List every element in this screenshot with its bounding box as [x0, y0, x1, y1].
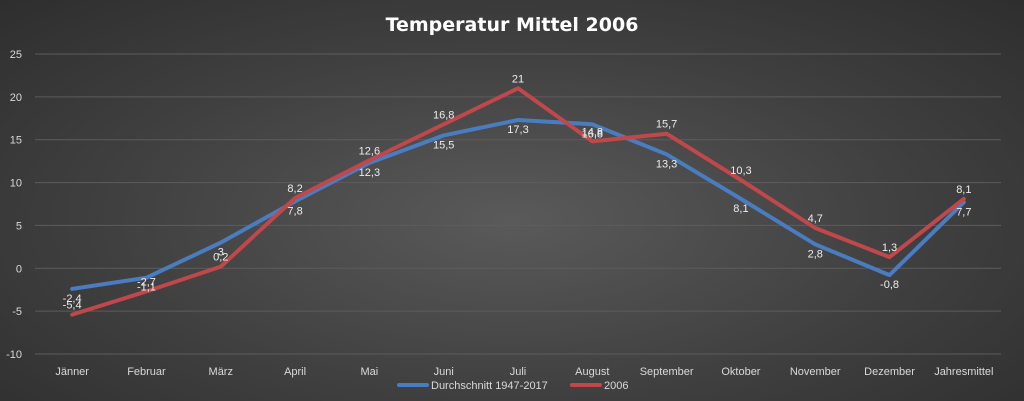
x-tick-label: November [790, 366, 841, 378]
data-label-2006: 12,6 [359, 145, 380, 157]
x-tick-label: Juni [434, 366, 454, 378]
data-label-2006: 15,7 [656, 119, 677, 131]
legend-label-durchschnitt[interactable]: Durchschnitt 1947-2017 [431, 380, 548, 392]
data-label-2006: 8,2 [287, 183, 302, 195]
data-label-durchschnitt: 7,8 [287, 205, 302, 217]
x-tick-label: Februar [127, 366, 166, 378]
gridlines [35, 53, 1001, 355]
x-tick-label: Dezember [864, 366, 915, 378]
y-tick-label: -10 [6, 349, 22, 361]
x-tick-label: Juli [510, 366, 527, 378]
y-tick-label: -5 [12, 306, 22, 318]
data-label-durchschnitt: -1,1 [137, 282, 156, 294]
data-label-2006: -5,4 [63, 300, 82, 312]
data-label-2006: 1,3 [882, 242, 897, 254]
y-tick-label: 25 [10, 49, 22, 61]
data-label-durchschnitt: 8,1 [733, 203, 748, 215]
x-tick-label: Jahresmittel [934, 366, 993, 378]
data-label-2006: -2,7 [137, 276, 156, 288]
data-label-durchschnitt: 15,5 [433, 139, 454, 151]
series-line-durchschnitt [70, 118, 966, 291]
data-label-2006: 8,1 [956, 184, 971, 196]
data-label-2006: 0,2 [213, 252, 228, 264]
data-label-durchschnitt: 2,8 [808, 248, 823, 260]
data-labels: -2,4 -1,1 3 7,8 12,3 15,5 17,3 16,8 13,3 8,1 2,8 -0… [63, 73, 972, 311]
y-tick-label: 20 [10, 92, 22, 104]
x-tick-label: Mai [361, 366, 379, 378]
data-label-2006: 4,7 [808, 213, 823, 225]
y-tick-label: 15 [10, 135, 22, 147]
data-label-2006: 16,8 [433, 109, 454, 121]
x-tick-label: April [284, 366, 306, 378]
x-tick-label: August [575, 366, 609, 378]
data-label-durchschnitt: -2,4 [63, 293, 82, 305]
x-tick-label: März [209, 366, 233, 378]
data-label-durchschnitt: 3 [218, 247, 224, 259]
data-label-2006: 14,8 [582, 126, 603, 138]
data-label-durchschnitt: 16,8 [582, 128, 603, 140]
data-label-2006: 10,3 [730, 165, 751, 177]
legend-label-2006[interactable]: 2006 [604, 380, 628, 392]
data-label-durchschnitt: -0,8 [880, 279, 899, 291]
series-line-2006 [70, 86, 966, 317]
data-label-durchschnitt: 7,7 [956, 206, 971, 218]
y-tick-label: 5 [16, 220, 22, 232]
data-label-durchschnitt: 13,3 [656, 158, 677, 170]
y-axis-tick-labels: -10 -5 0 5 10 15 20 25 [6, 49, 22, 361]
y-tick-label: 0 [16, 263, 22, 275]
x-tick-label: Oktober [721, 366, 760, 378]
x-tick-label: Jänner [55, 366, 89, 378]
data-label-durchschnitt: 12,3 [359, 167, 380, 179]
x-axis-tick-labels: Jänner Februar März April Mai Juni Juli August S… [55, 366, 993, 378]
data-label-2006: 21 [512, 73, 524, 85]
series-lines [70, 86, 966, 317]
chart-title: Temperatur Mittel 2006 [386, 14, 639, 36]
legend[interactable]: Durchschnitt 1947-2017 2006 [397, 380, 628, 392]
data-label-durchschnitt: 17,3 [507, 124, 528, 136]
x-tick-label: September [640, 366, 694, 378]
y-tick-label: 10 [10, 178, 22, 190]
